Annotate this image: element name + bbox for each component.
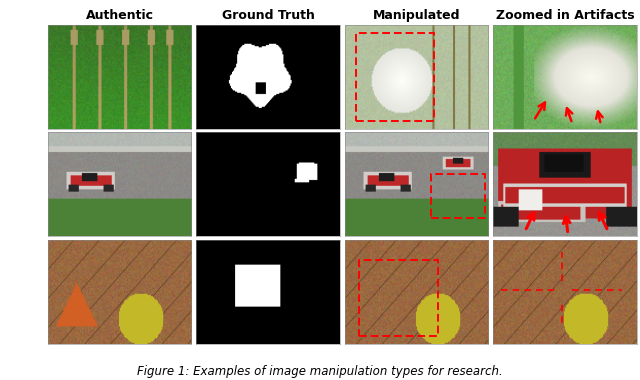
Bar bbox=[431, 174, 486, 218]
Text: Manipulated: Manipulated bbox=[373, 9, 460, 22]
Bar bbox=[359, 260, 438, 336]
Text: Figure 1: Examples of image manipulation types for research.: Figure 1: Examples of image manipulation… bbox=[137, 365, 503, 378]
Text: Zoomed in Artifacts: Zoomed in Artifacts bbox=[496, 9, 634, 22]
Text: Ground Truth: Ground Truth bbox=[221, 9, 315, 22]
Bar bbox=[356, 33, 434, 121]
Text: Authentic: Authentic bbox=[86, 9, 154, 22]
